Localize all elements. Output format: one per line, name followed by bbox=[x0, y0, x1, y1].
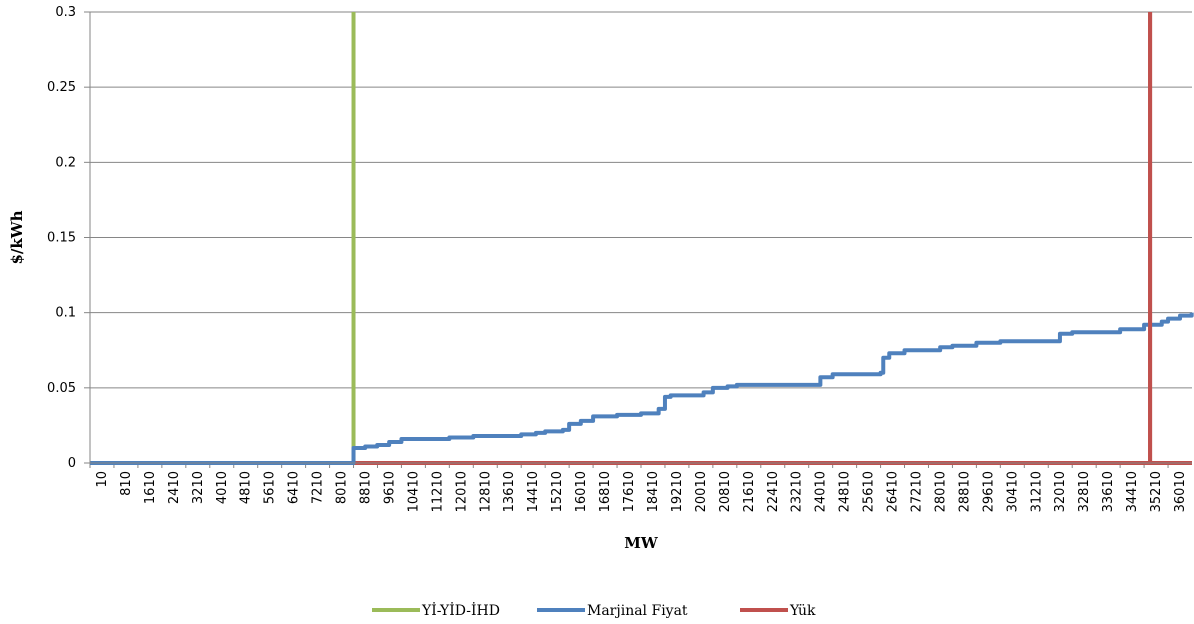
x-tick-label: 28810 bbox=[957, 471, 972, 512]
x-tick-label: 3210 bbox=[191, 471, 206, 504]
y-axis-title: $/kWh bbox=[8, 210, 26, 264]
x-tick-label: 21610 bbox=[742, 471, 757, 512]
y-tick-label: 0.25 bbox=[47, 80, 76, 95]
legend-label: Yİ-YİD-İHD bbox=[421, 601, 500, 619]
x-tick-label: 13610 bbox=[502, 471, 517, 512]
x-tick-label: 32810 bbox=[1077, 471, 1092, 512]
x-tick-label: 28010 bbox=[933, 471, 948, 512]
x-tick-label: 33610 bbox=[1101, 471, 1116, 512]
y-tick-label: 0.05 bbox=[47, 381, 76, 396]
legend: Yİ-YİD-İHD Marjinal Fiyat Yük bbox=[372, 601, 816, 619]
x-tick-label: 32010 bbox=[1053, 471, 1068, 512]
x-tick-label: 27210 bbox=[910, 471, 925, 512]
x-tick-label: 1610 bbox=[143, 471, 158, 504]
x-tick-label: 18410 bbox=[646, 471, 661, 512]
x-tick-label: 17610 bbox=[622, 471, 637, 512]
x-tick-label: 8810 bbox=[359, 471, 374, 504]
x-tick-label: 23210 bbox=[790, 471, 805, 512]
series-line-marjinal-fiyat bbox=[90, 312, 1194, 465]
x-tick-label: 24810 bbox=[838, 471, 853, 512]
x-axis-ticks: 10 810 1610 2410 3210 4010 4810 5610 6410 7210 801… bbox=[89, 463, 1188, 512]
x-tick-label: 5610 bbox=[263, 471, 278, 504]
grid-lines bbox=[90, 11, 1192, 464]
x-tick-label: 22410 bbox=[766, 471, 781, 512]
x-tick-label: 19210 bbox=[670, 471, 685, 512]
x-tick-label: 29610 bbox=[981, 471, 996, 512]
x-tick-label: 9610 bbox=[382, 471, 397, 504]
x-tick-label: 25610 bbox=[862, 471, 877, 512]
y-tick-label: 0.15 bbox=[47, 231, 76, 246]
x-tick-label: 12010 bbox=[454, 471, 469, 512]
x-axis-title: MW bbox=[624, 534, 659, 552]
x-tick-label: 26410 bbox=[886, 471, 901, 512]
x-tick-label: 16010 bbox=[574, 471, 589, 512]
x-tick-label: 20810 bbox=[718, 471, 733, 512]
x-tick-label: 12810 bbox=[478, 471, 493, 512]
x-tick-label: 31210 bbox=[1029, 471, 1044, 512]
x-tick-label: 34410 bbox=[1125, 471, 1140, 512]
y-axis-ticks: 0 0.05 0.1 0.15 0.2 0.25 0.3 bbox=[47, 5, 90, 471]
x-tick-label: 20010 bbox=[694, 471, 709, 512]
x-tick-label: 4010 bbox=[215, 471, 230, 504]
x-tick-label: 10 bbox=[95, 471, 110, 488]
y-tick-label: 0.1 bbox=[55, 306, 76, 321]
x-tick-label: 30410 bbox=[1005, 471, 1020, 512]
x-tick-label: 35210 bbox=[1149, 471, 1164, 512]
x-tick-label: 6410 bbox=[287, 471, 302, 504]
legend-label: Marjinal Fiyat bbox=[587, 603, 688, 619]
legend-label: Yük bbox=[789, 603, 816, 619]
x-tick-label: 36010 bbox=[1173, 471, 1188, 512]
x-tick-label: 2410 bbox=[167, 471, 182, 504]
x-tick-label: 14410 bbox=[526, 471, 541, 512]
x-tick-label: 7210 bbox=[311, 471, 326, 504]
x-tick-label: 24010 bbox=[814, 471, 829, 512]
y-tick-label: 0 bbox=[68, 456, 76, 471]
y-tick-label: 0.3 bbox=[55, 5, 76, 20]
x-tick-label: 11210 bbox=[430, 471, 445, 512]
x-tick-label: 10410 bbox=[406, 471, 421, 512]
x-tick-label: 810 bbox=[119, 471, 134, 496]
y-tick-label: 0.2 bbox=[55, 155, 76, 170]
x-tick-label: 4810 bbox=[239, 471, 254, 504]
x-tick-label: 16810 bbox=[598, 471, 613, 512]
x-tick-label: 8010 bbox=[335, 471, 350, 504]
x-tick-label: 15210 bbox=[550, 471, 565, 512]
